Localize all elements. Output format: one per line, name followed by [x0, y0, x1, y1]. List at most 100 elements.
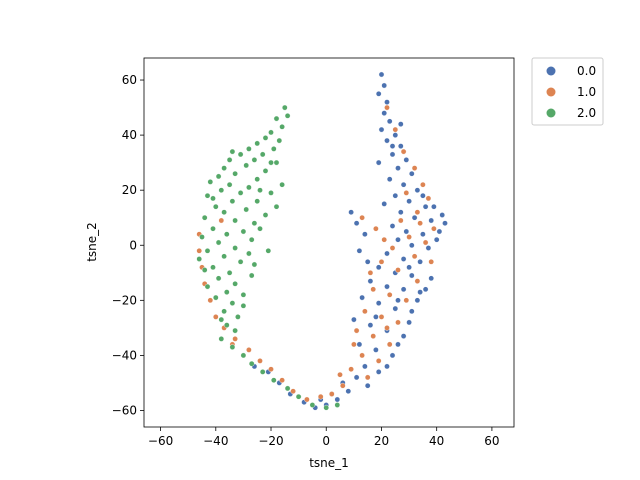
point-s2-18: [232, 170, 238, 177]
point-s2-32: [243, 206, 249, 213]
point-s2-73: [323, 404, 330, 411]
point-s0-41: [375, 300, 382, 306]
point-s1-42: [207, 297, 214, 304]
point-s0-81: [389, 143, 396, 149]
point-s0-89: [439, 212, 446, 218]
point-s1-13: [411, 253, 418, 260]
point-s0-15: [400, 181, 407, 188]
point-s2-66: [240, 352, 247, 359]
point-s1-33: [304, 396, 310, 403]
point-s2-78: [196, 256, 202, 262]
x-ticks: −60 −40 −20 0 20 40 60: [148, 427, 500, 448]
y-tick-label-2: −20: [112, 293, 137, 307]
point-s2-12: [251, 157, 258, 163]
point-s0-45: [367, 322, 374, 328]
point-s2-55: [204, 283, 211, 290]
point-s0-84: [395, 297, 401, 304]
point-s1-30: [339, 382, 346, 389]
point-s0-85: [373, 314, 379, 320]
point-s0-24: [403, 228, 410, 235]
point-s0-0: [378, 71, 385, 78]
point-s0-32: [417, 258, 423, 265]
point-s0-68: [364, 258, 371, 265]
point-s0-74: [406, 319, 412, 326]
point-s2-65: [229, 344, 236, 350]
point-s0-11: [403, 157, 410, 163]
point-s2-51: [226, 269, 233, 276]
point-s2-24: [279, 181, 285, 188]
point-s2-49: [237, 258, 244, 265]
point-s2-53: [215, 275, 222, 282]
point-s0-75: [395, 341, 401, 348]
point-s1-53: [351, 341, 357, 348]
point-s1-34: [290, 388, 296, 395]
point-s2-44: [215, 239, 222, 246]
point-s0-35: [408, 272, 415, 279]
point-s1-36: [268, 366, 274, 373]
point-s2-11: [237, 151, 244, 158]
point-s2-7: [254, 140, 261, 147]
y-tick-label-5: 40: [122, 128, 137, 142]
point-s2-31: [212, 203, 219, 210]
point-s2-39: [210, 225, 216, 232]
point-s0-72: [422, 286, 429, 293]
point-s2-38: [251, 220, 258, 226]
point-s2-77: [251, 261, 258, 268]
point-s1-8: [397, 217, 404, 224]
legend: 0.0 1.0 2.0: [531, 57, 604, 126]
point-s2-43: [248, 236, 255, 243]
y-axis-label: tsne_2: [85, 222, 99, 262]
point-s1-41: [212, 314, 219, 320]
point-s1-27: [375, 358, 382, 364]
point-s0-9: [397, 143, 404, 149]
point-s1-25: [386, 341, 393, 348]
point-s2-17: [262, 168, 269, 174]
point-s0-48: [356, 341, 363, 348]
legend-label-0: 0.0: [577, 64, 596, 78]
x-tick-label-4: 20: [374, 434, 389, 448]
point-s1-21: [378, 314, 385, 320]
point-s2-22: [226, 181, 233, 188]
point-s0-12: [395, 165, 401, 171]
point-s2-67: [248, 360, 255, 367]
point-s2-80: [268, 159, 274, 166]
point-s1-3: [411, 165, 418, 171]
point-s1-54: [337, 371, 343, 378]
legend-label-2: 2.0: [577, 106, 596, 120]
point-s1-24: [370, 333, 377, 339]
y-tick-label-1: −40: [112, 348, 137, 362]
point-s2-47: [246, 250, 252, 257]
points-layer: [196, 71, 448, 411]
point-s0-16: [414, 187, 421, 193]
point-s2-20: [254, 176, 261, 182]
point-s1-26: [359, 352, 365, 359]
point-s1-50: [359, 214, 365, 221]
point-s1-7: [414, 209, 421, 215]
point-s1-31: [328, 391, 335, 397]
point-s2-28: [204, 192, 211, 199]
point-s0-36: [367, 278, 374, 284]
point-s0-71: [428, 275, 435, 282]
x-tick-label-3: 0: [322, 434, 330, 448]
point-s1-39: [232, 336, 238, 342]
legend-marker-1: [546, 87, 556, 97]
point-s1-11: [422, 239, 429, 246]
point-s2-62: [223, 322, 230, 328]
point-s0-4: [381, 110, 388, 116]
point-s0-67: [356, 247, 363, 254]
point-s1-19: [403, 297, 410, 304]
point-s0-37: [384, 283, 390, 290]
point-s2-68: [259, 369, 266, 375]
point-s0-70: [433, 236, 440, 243]
point-s2-14: [273, 159, 280, 166]
point-s1-15: [395, 267, 401, 273]
point-s0-13: [408, 170, 415, 177]
y-tick-label-4: 20: [122, 183, 137, 197]
point-s1-9: [431, 225, 437, 232]
point-s0-69: [442, 220, 448, 226]
point-s2-63: [232, 327, 238, 334]
point-s2-81: [257, 187, 263, 193]
point-s1-23: [353, 327, 360, 334]
legend-marker-2: [546, 108, 556, 118]
